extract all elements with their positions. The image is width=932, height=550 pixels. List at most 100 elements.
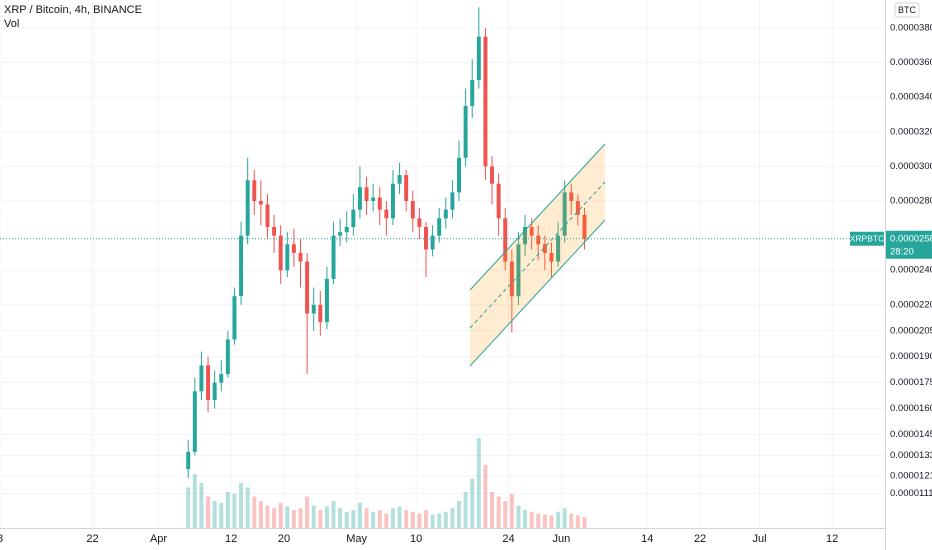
y-tick-label: 0.00001750	[890, 377, 932, 388]
candle-body	[509, 261, 514, 297]
volume-bar	[437, 513, 442, 528]
volume-bar	[536, 513, 541, 528]
candle-body	[410, 201, 415, 219]
candle-body	[430, 235, 435, 250]
x-tick-label: Jul	[752, 533, 766, 545]
volume-bar	[476, 438, 481, 528]
x-tick-label: 24	[502, 533, 514, 545]
volume-bar	[430, 514, 435, 528]
candle-body	[265, 204, 270, 227]
candle-body	[225, 339, 230, 375]
candle-body	[496, 183, 501, 219]
y-tick-label: 0.00001900	[890, 351, 932, 362]
volume-bar	[490, 492, 495, 528]
volume-bar	[424, 510, 428, 528]
candle-body	[239, 235, 244, 297]
volume-bar	[404, 510, 409, 528]
volume-bar	[470, 478, 475, 528]
volume-pane	[186, 438, 587, 528]
candle-body	[351, 209, 356, 227]
candle-body	[476, 36, 481, 80]
volume-bar	[311, 505, 316, 528]
grid	[0, 0, 885, 528]
channel-mid	[469, 181, 606, 329]
y-tick-label: 0.00001450	[890, 429, 932, 440]
candle-body	[364, 187, 369, 202]
volume-bar	[529, 511, 534, 528]
candle-body	[437, 218, 442, 236]
volume-bar	[516, 505, 521, 528]
volume-bar	[443, 511, 448, 528]
y-tick-label: 0.00001600	[890, 403, 932, 414]
candle-body	[483, 36, 488, 167]
x-tick-label: 12	[826, 533, 838, 545]
symbol-label: XRPBTC	[850, 233, 884, 243]
candle-body	[291, 244, 296, 253]
volume-bar	[239, 483, 244, 528]
volume-bar	[186, 487, 191, 528]
y-tick-label: 0.00002800	[890, 196, 932, 207]
y-tick-label: 0.00003400	[890, 92, 932, 103]
volume-bar	[371, 511, 376, 528]
candle-body	[384, 209, 389, 219]
volume-bar	[410, 511, 415, 528]
price-badge	[886, 230, 932, 259]
volume-bar	[450, 508, 455, 528]
volume-bar	[463, 492, 468, 528]
candle-body	[457, 157, 461, 193]
candle-body	[245, 180, 250, 236]
volume-bar	[384, 513, 389, 528]
volume-bar	[219, 502, 224, 528]
volume-bar	[338, 508, 343, 528]
candle-body	[424, 226, 428, 250]
volume-bar	[199, 483, 204, 528]
volume-bar	[344, 511, 349, 528]
volume-bar	[331, 501, 336, 528]
x-tick-label: May	[346, 533, 367, 545]
candle-body	[311, 304, 316, 314]
volume-bar	[575, 515, 580, 528]
volume-bar	[278, 502, 283, 528]
volume-bar	[417, 513, 422, 528]
volume-bar	[206, 496, 211, 528]
currency-box[interactable]	[894, 2, 920, 18]
price-scale	[885, 0, 932, 550]
volume-bar	[483, 465, 488, 528]
candle-body	[357, 187, 362, 210]
candle-body	[318, 304, 323, 323]
candle-body	[192, 391, 197, 452]
x-tick-label: 10	[410, 533, 422, 545]
candle-body	[278, 235, 283, 271]
candles	[186, 7, 587, 478]
candle-body	[390, 183, 395, 219]
countdown-label: 28:20	[890, 246, 914, 257]
candle-body	[417, 218, 422, 227]
y-tick-label: 0.00002400	[890, 265, 932, 276]
volume-bar	[569, 513, 574, 528]
candle-body	[186, 451, 191, 470]
candle-body	[324, 278, 329, 323]
candle-body	[470, 79, 475, 106]
candle-body	[404, 175, 409, 202]
x-tick-label: Jun	[553, 533, 571, 545]
candle-body	[582, 214, 587, 239]
candle-body	[232, 296, 237, 340]
volume-bar	[245, 487, 250, 528]
x-tick-label: 20	[278, 533, 290, 545]
volume-bar	[305, 496, 310, 528]
volume-bar	[397, 506, 402, 528]
y-tick-label: 0.00001110	[890, 488, 932, 499]
candle-body	[272, 226, 277, 236]
x-tick-label: 22	[694, 533, 706, 545]
candle-body	[371, 197, 376, 202]
volume-label: Vol	[4, 18, 19, 30]
axes: 0.00003800 0.00003600 0.00003400 0.00003200…	[0, 23, 932, 545]
candle-body	[536, 235, 541, 245]
volume-bar	[232, 493, 237, 528]
volume-bar	[291, 510, 296, 528]
candle-body	[463, 105, 468, 158]
x-tick-label: 12	[225, 533, 237, 545]
volume-bar	[357, 502, 362, 528]
